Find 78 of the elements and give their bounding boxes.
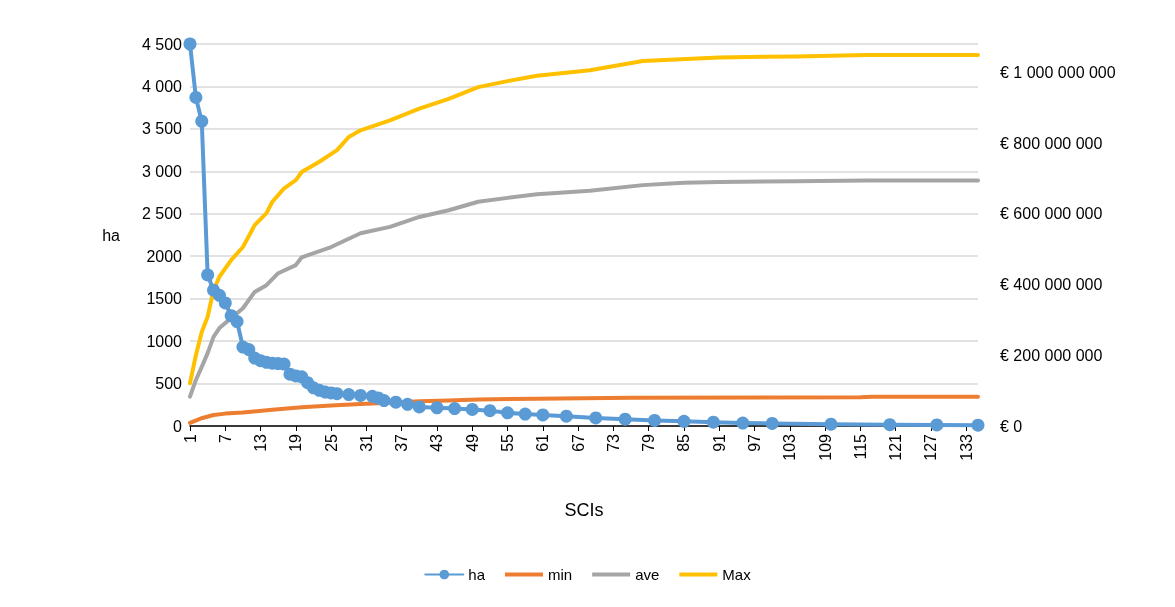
point — [230, 315, 244, 329]
point — [430, 401, 444, 415]
x-tick-label: 73 — [604, 433, 622, 452]
x-tick-label: 67 — [569, 433, 587, 452]
point — [201, 268, 215, 282]
legend-label: ha — [468, 566, 486, 583]
y2-tick-label: € 0 — [1000, 417, 1023, 435]
x-tick-label: 49 — [463, 433, 481, 452]
x-tick-label: 1 — [181, 433, 199, 443]
point — [448, 402, 462, 416]
line-series — [188, 52, 980, 386]
y-tick-label: 4 500 — [141, 35, 183, 53]
point — [189, 90, 203, 104]
y-tick-label: 1000 — [146, 332, 183, 350]
x-tick-label: 43 — [428, 433, 446, 452]
legend-label: ave — [635, 566, 660, 583]
y-tick-label: 2000 — [146, 247, 183, 265]
point — [518, 407, 532, 421]
x-tick-label: 85 — [675, 433, 693, 452]
point — [401, 397, 415, 411]
x-tick-label: 61 — [534, 433, 552, 452]
x-tick-label: 79 — [640, 433, 658, 452]
point — [483, 404, 497, 418]
point — [971, 418, 985, 432]
point — [501, 406, 515, 420]
x-tick-label: 115 — [851, 433, 869, 460]
y2-tick-label: € 800 000 000 — [1000, 134, 1103, 152]
x-tick-label: 109 — [816, 433, 834, 461]
point — [342, 388, 356, 402]
point — [736, 416, 750, 430]
point — [677, 414, 691, 428]
y2-tick-label: € 400 000 000 — [1000, 276, 1103, 294]
y2-tick-label: € 1 000 000 000 — [1000, 63, 1116, 81]
point — [354, 388, 368, 402]
point — [536, 408, 550, 422]
point — [618, 412, 632, 426]
point — [706, 415, 720, 429]
x-tick-label: 97 — [746, 433, 764, 452]
x-tick-label: 25 — [322, 433, 340, 452]
x-axis-title: SCIs — [564, 500, 604, 520]
y-axis-title: ha — [102, 226, 121, 244]
point — [589, 411, 603, 425]
point — [377, 394, 391, 408]
x-tick-label: 103 — [781, 433, 799, 461]
y2-tick-label: € 200 000 000 — [1000, 346, 1103, 364]
y-tick-label: 1500 — [146, 290, 183, 308]
point — [765, 416, 779, 430]
point — [930, 418, 944, 432]
point — [218, 296, 232, 310]
y-tick-label: 500 — [155, 375, 183, 393]
x-tick-label: 19 — [287, 433, 305, 452]
y-tick-label: 0 — [173, 417, 183, 435]
x-tick-label: 133 — [957, 433, 975, 461]
x-tick-label: 31 — [357, 433, 375, 452]
point — [648, 413, 662, 427]
point — [824, 417, 838, 431]
point — [465, 402, 479, 416]
x-tick-label: 37 — [393, 433, 411, 452]
x-tick-label: 7 — [216, 433, 234, 443]
x-tick-label: 91 — [710, 433, 728, 452]
y-tick-label: 3 500 — [141, 120, 183, 138]
legend-label: Max — [722, 566, 752, 583]
point — [183, 37, 197, 51]
y2-tick-label: € 600 000 000 — [1000, 205, 1103, 223]
x-tick-label: 121 — [887, 433, 905, 461]
x-tick-label: 55 — [499, 433, 517, 452]
x-tick-label: 13 — [252, 433, 270, 452]
point — [559, 409, 573, 423]
y-tick-label: 4 000 — [141, 77, 183, 95]
point — [883, 418, 897, 432]
y-tick-label: 2 500 — [141, 205, 183, 223]
line-series — [188, 178, 980, 399]
point — [412, 400, 426, 414]
legend-label: min — [548, 566, 573, 583]
point — [389, 395, 403, 409]
x-tick-label: 127 — [922, 433, 940, 461]
point — [195, 114, 209, 128]
y-tick-label: 3 000 — [141, 162, 183, 180]
